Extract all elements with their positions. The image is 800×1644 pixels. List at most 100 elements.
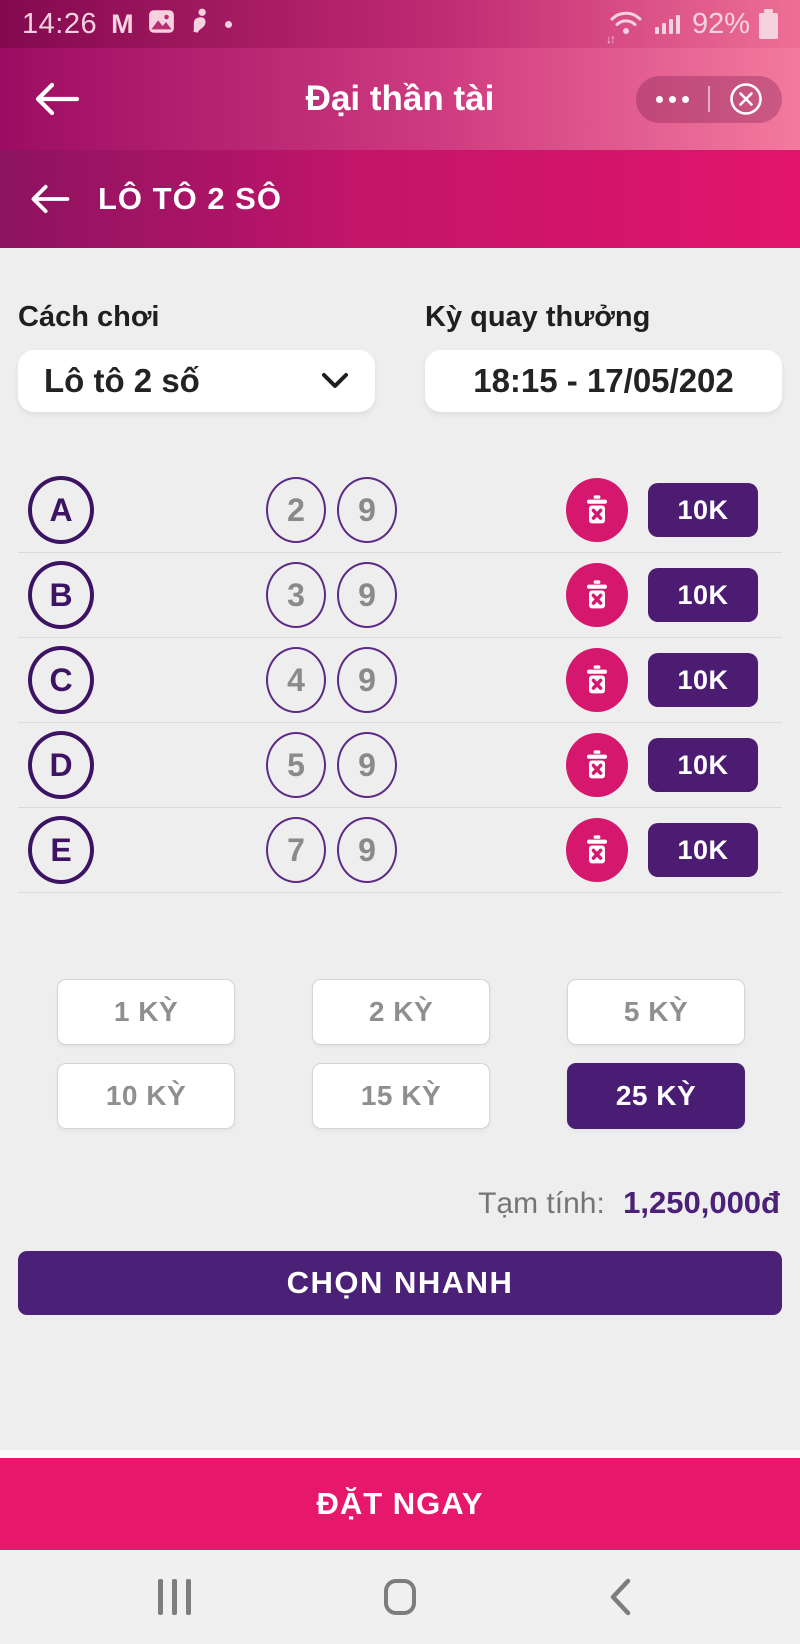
- row-letter: A: [49, 491, 73, 528]
- estimate-label: Tạm tính:: [478, 1187, 605, 1220]
- estimate-line: Tạm tính: 1,250,000đ: [20, 1185, 780, 1221]
- bet-row-a: A 2 9 10K: [18, 468, 782, 553]
- number-value: 7: [287, 831, 305, 868]
- miniapp-capsule: [636, 75, 782, 123]
- battery-percent: 92%: [691, 7, 750, 40]
- close-miniapp-button[interactable]: [710, 76, 782, 123]
- play-mode-select[interactable]: Lô tô 2 số: [18, 350, 375, 412]
- battery-icon: [759, 9, 778, 39]
- trash-x-icon: [587, 495, 607, 524]
- row-numbers: 5 9: [266, 732, 397, 798]
- delete-row-button[interactable]: [566, 478, 628, 542]
- delete-row-button[interactable]: [566, 733, 628, 797]
- number-circle[interactable]: 2: [266, 477, 326, 543]
- row-letter: D: [49, 746, 73, 783]
- draw-period-value: 18:15 - 17/05/202: [473, 362, 734, 399]
- number-circle[interactable]: 9: [337, 647, 397, 713]
- period-button-25ky-selected[interactable]: 25 KỲ: [567, 1063, 745, 1129]
- place-bet-button[interactable]: ĐẶT NGAY: [0, 1458, 800, 1550]
- row-letter-badge: B: [28, 561, 94, 629]
- delete-row-button[interactable]: [566, 648, 628, 712]
- notification-dot-icon: [224, 20, 232, 28]
- game-title: LÔ TÔ 2 SÔ: [98, 181, 282, 216]
- row-numbers: 3 9: [266, 562, 397, 628]
- row-letter: C: [49, 661, 73, 698]
- number-value: 9: [358, 661, 376, 698]
- recents-icon: [158, 1579, 191, 1615]
- row-letter-badge: D: [28, 731, 94, 799]
- number-value: 4: [287, 661, 305, 698]
- number-circle[interactable]: 7: [266, 817, 326, 883]
- bet-amount-badge[interactable]: 10K: [648, 483, 758, 537]
- delete-row-button[interactable]: [566, 818, 628, 882]
- more-dots-icon: [655, 95, 689, 103]
- draw-period-select[interactable]: 18:15 - 17/05/202: [425, 350, 782, 412]
- number-value: 2: [287, 491, 305, 528]
- number-circle[interactable]: 9: [337, 817, 397, 883]
- bet-rows: A 2 9 10K B 3 9 10K: [18, 468, 782, 893]
- trash-x-icon: [587, 665, 607, 694]
- bet-row-e: E 7 9 10K: [18, 808, 782, 893]
- close-icon: [730, 83, 762, 115]
- row-letter-badge: C: [28, 646, 94, 714]
- estimate-value: 1,250,000đ: [623, 1185, 780, 1220]
- delete-row-button[interactable]: [566, 563, 628, 627]
- number-circle[interactable]: 9: [337, 562, 397, 628]
- number-circle[interactable]: 9: [337, 477, 397, 543]
- number-value: 5: [287, 746, 305, 783]
- nav-back-button[interactable]: [608, 1577, 632, 1617]
- back-arrow-icon: [35, 82, 80, 116]
- wifi-traffic-arrows-icon: ↓↑: [605, 32, 616, 46]
- period-button-2ky[interactable]: 2 KỲ: [312, 979, 490, 1045]
- capsule-divider: [708, 86, 710, 112]
- home-icon: [383, 1579, 416, 1615]
- signal-icon: [653, 7, 683, 42]
- game-back-button[interactable]: [30, 183, 70, 215]
- number-value: 9: [358, 491, 376, 528]
- row-numbers: 4 9: [266, 647, 397, 713]
- number-circle[interactable]: 5: [266, 732, 326, 798]
- row-actions: 10K: [566, 563, 758, 627]
- number-value: 9: [358, 576, 376, 613]
- draw-period-label: Kỳ quay thưởng: [425, 301, 651, 333]
- row-actions: 10K: [566, 733, 758, 797]
- period-button-10ky[interactable]: 10 KỲ: [57, 1063, 235, 1129]
- status-time: 14:26: [22, 7, 98, 40]
- form-controls: Lô tô 2 số 18:15 - 17/05/202: [18, 350, 782, 412]
- recents-button[interactable]: [158, 1579, 191, 1615]
- row-numbers: 7 9: [266, 817, 397, 883]
- row-letter: E: [50, 831, 72, 868]
- gmail-icon: M: [111, 8, 134, 39]
- status-bar: 14:26 M ↓↑ 92%: [0, 0, 800, 48]
- home-button[interactable]: [383, 1579, 416, 1615]
- more-options-button[interactable]: [636, 76, 708, 123]
- period-button-5ky[interactable]: 5 KỲ: [567, 979, 745, 1045]
- period-button-15ky[interactable]: 15 KỲ: [312, 1063, 490, 1129]
- bet-amount-badge[interactable]: 10K: [648, 568, 758, 622]
- bet-amount-badge[interactable]: 10K: [648, 653, 758, 707]
- android-nav-bar: [0, 1550, 800, 1644]
- row-actions: 10K: [566, 478, 758, 542]
- app-header: Đại thần tài: [0, 48, 800, 150]
- header-back-button[interactable]: [34, 82, 80, 116]
- person-icon: [189, 8, 211, 41]
- trash-x-icon: [587, 580, 607, 609]
- bet-amount-badge[interactable]: 10K: [648, 738, 758, 792]
- period-button-1ky[interactable]: 1 KỲ: [57, 979, 235, 1045]
- number-circle[interactable]: 9: [337, 732, 397, 798]
- form-labels: Cách chơi Kỳ quay thưởng: [0, 248, 800, 334]
- number-circle[interactable]: 4: [266, 647, 326, 713]
- row-actions: 10K: [566, 818, 758, 882]
- row-numbers: 2 9: [266, 477, 397, 543]
- row-letter: B: [49, 576, 73, 613]
- bet-amount-badge[interactable]: 10K: [648, 823, 758, 877]
- trash-x-icon: [587, 750, 607, 779]
- number-circle[interactable]: 3: [266, 562, 326, 628]
- chevron-down-icon: [322, 373, 348, 388]
- quick-pick-button[interactable]: CHỌN NHANH: [18, 1251, 782, 1315]
- bet-row-d: D 5 9 10K: [18, 723, 782, 808]
- row-actions: 10K: [566, 648, 758, 712]
- number-value: 9: [358, 746, 376, 783]
- back-arrow-icon: [31, 184, 70, 214]
- trash-x-icon: [587, 835, 607, 864]
